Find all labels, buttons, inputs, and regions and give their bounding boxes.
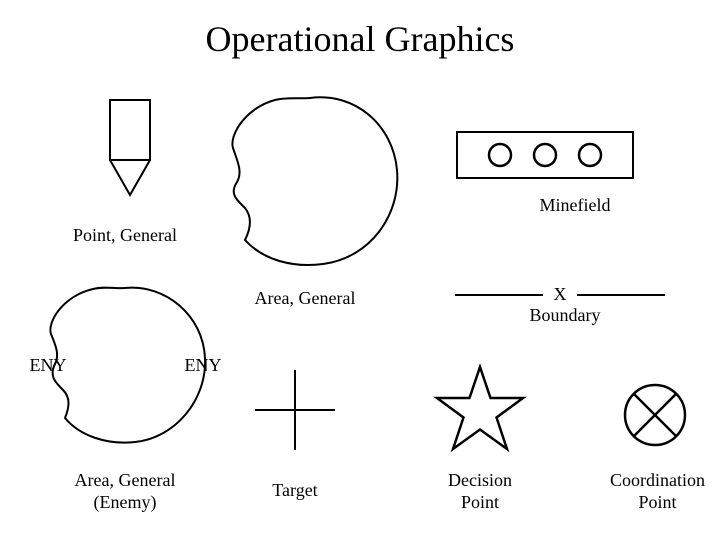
point-general-label: Point, General xyxy=(55,225,195,246)
area-general-symbol xyxy=(215,90,405,275)
coordination-point-symbol xyxy=(620,380,690,450)
target-symbol xyxy=(255,370,335,450)
minefield-label: Minefield xyxy=(515,195,635,216)
point-general-symbol xyxy=(100,100,160,210)
area-enemy-eny-right: ENY xyxy=(178,355,228,376)
boundary-x-label: X xyxy=(547,284,573,305)
area-enemy-label: Area, General (Enemy) xyxy=(55,470,195,513)
decision-point-symbol xyxy=(435,365,525,455)
area-general-label: Area, General xyxy=(230,288,380,309)
target-label: Target xyxy=(250,480,340,501)
coordination-point-label: Coordination Point xyxy=(595,470,720,513)
minefield-symbol xyxy=(455,130,635,190)
diagram-canvas: Operational Graphics Point, General Area… xyxy=(0,0,720,540)
page-title: Operational Graphics xyxy=(0,18,720,60)
decision-point-label: Decision Point xyxy=(430,470,530,513)
area-enemy-eny-left: ENY xyxy=(23,355,73,376)
boundary-label: Boundary xyxy=(515,305,615,326)
